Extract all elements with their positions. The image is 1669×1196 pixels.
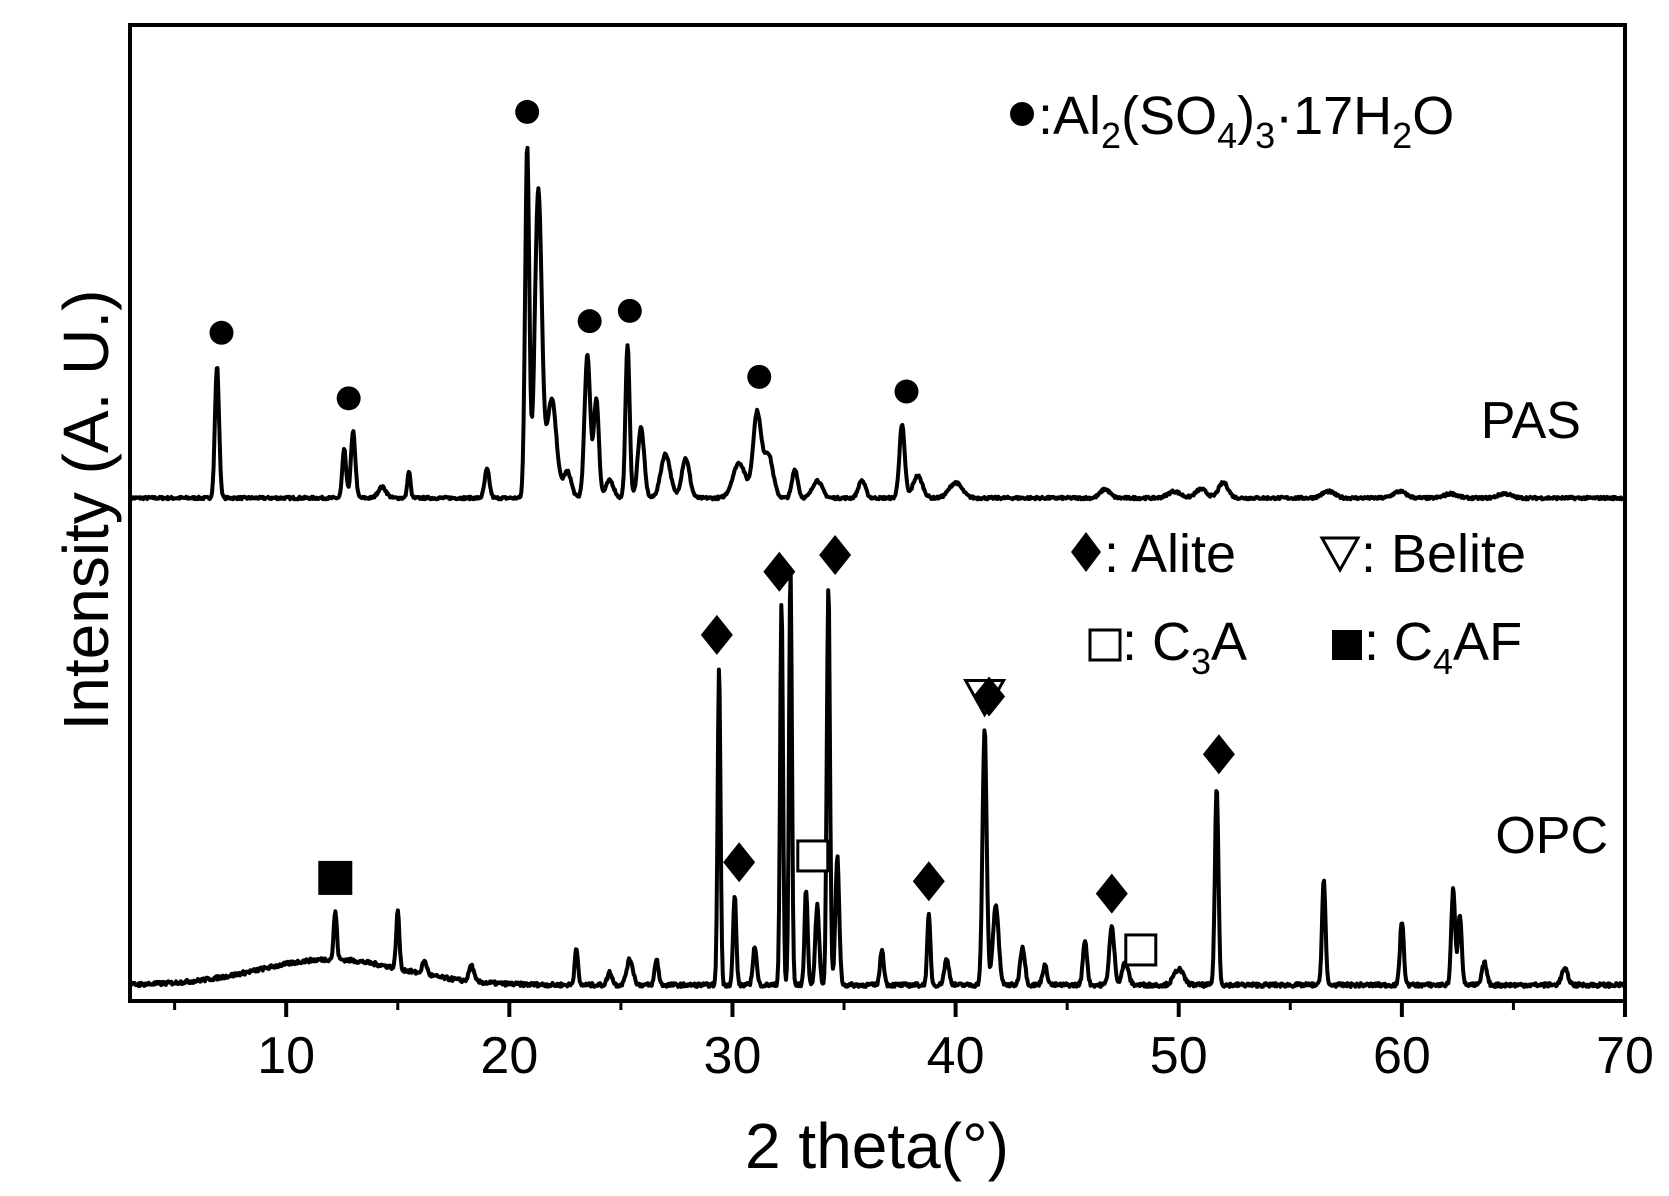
legend-diamond-icon (1071, 532, 1101, 572)
phase-marker-diamond-icon (763, 551, 796, 592)
x-axis-tick-labels: 10 20 30 40 50 60 70 (257, 1027, 1654, 1085)
legend-alite-belite: : Alite : Belite (1071, 524, 1526, 584)
x-tick-label: 50 (1150, 1027, 1208, 1085)
phase-marker-circle-icon (747, 364, 772, 389)
legend-open-triangle-icon (1319, 536, 1361, 574)
series-label-pas: PAS (1481, 392, 1581, 450)
legend-belite-label: : Belite (1361, 524, 1526, 584)
phase-marker-circle-icon (336, 386, 361, 411)
phase-marker-circle-icon (209, 320, 234, 345)
legend-open-square-icon (1088, 628, 1122, 662)
phase-marker-open-square-icon (796, 839, 830, 873)
x-axis-title: 2 theta(°) (745, 1110, 1009, 1182)
phase-marker-filled-square-icon (318, 860, 353, 895)
plot-frame (128, 23, 1627, 1003)
phase-marker-circle-icon (577, 309, 602, 334)
x-tick-label: 30 (704, 1027, 762, 1085)
phase-marker-diamond-icon (1095, 873, 1128, 914)
legend-circle-icon (1010, 102, 1034, 126)
x-tick-label: 60 (1373, 1027, 1431, 1085)
legend-pas-phase: :Al2(SO4)3·17H2O (1010, 86, 1454, 156)
phase-marker-circle-icon (894, 379, 919, 404)
x-tick-label: 20 (480, 1027, 538, 1085)
phase-marker-diamond-icon (973, 676, 1006, 717)
phase-marker-diamond-icon (819, 534, 852, 575)
x-tick-label: 10 (257, 1027, 315, 1085)
phase-marker-diamond-icon (1202, 734, 1235, 775)
phase-marker-circle-icon (515, 99, 540, 124)
legend-filled-square-icon (1332, 630, 1362, 660)
x-tick-label: 40 (927, 1027, 985, 1085)
x-tick-label: 70 (1596, 1027, 1654, 1085)
opc-pattern-line (128, 572, 1627, 989)
x-axis-ticks (173, 1001, 1627, 1017)
legend-c4af-label: : C4AF (1364, 612, 1522, 682)
phase-marker-diamond-icon (700, 614, 733, 655)
series-label-opc: OPC (1495, 807, 1608, 865)
phase-marker-diamond-icon (723, 842, 756, 883)
y-axis-title: Intensity (A. U.) (50, 290, 122, 731)
legend-alite-label: : Alite (1104, 524, 1236, 584)
phase-markers (209, 99, 1235, 967)
pas-pattern-line (128, 145, 1627, 502)
phase-marker-circle-icon (617, 298, 642, 323)
phase-marker-open-square-icon (1124, 933, 1158, 967)
phase-marker-diamond-icon (912, 861, 945, 902)
legend-c3a-c4af: : C3A : C4AF (1088, 612, 1522, 682)
legend-pas-phase-label: :Al2(SO4)3·17H2O (1038, 86, 1454, 156)
legend-c3a-label: : C3A (1122, 612, 1247, 682)
